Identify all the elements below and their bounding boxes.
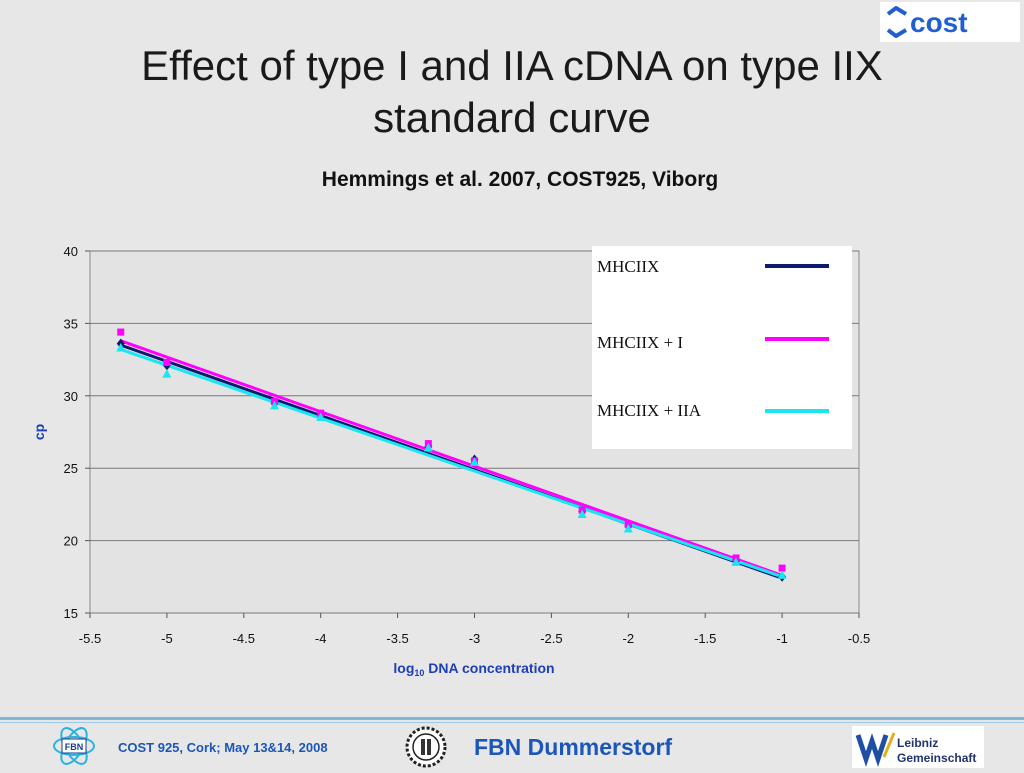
leibniz-logo [852, 726, 984, 768]
data-point [777, 570, 787, 579]
legend-box [592, 246, 852, 449]
trend-line-2 [120, 348, 783, 579]
data-point [470, 457, 479, 466]
x-axis-label-rest: DNA concentration [424, 660, 554, 676]
footer-institute: FBN Dummerstorf [474, 734, 673, 760]
y-tick-label: 30 [64, 389, 78, 404]
standard-curve-chart: -5.5 -5 -4.5 -4 -3.5 -3 -2.5 -2 -1.5 -1 -0.5 15 20 2… [31, 244, 870, 678]
legend-label-mhciix-iia: MHCIIX + IIA [597, 401, 702, 420]
x-axis-label-sub: 10 [414, 668, 424, 678]
x-tick-label: -0.5 [848, 631, 870, 646]
y-axis-ticks: 15 20 25 30 35 40 [64, 244, 90, 621]
trend-line-1 [120, 339, 783, 577]
footer-conference: COST 925, Cork; May 13&14, 2008 [118, 740, 328, 755]
legend-label-mhciix-i: MHCIIX + I [597, 333, 683, 352]
data-point [423, 442, 433, 452]
data-point [116, 343, 126, 352]
y-axis-label: cp [31, 424, 47, 440]
x-tick-label: -2 [623, 631, 635, 646]
x-axis-label: log10 DNA concentration [393, 660, 554, 678]
data-point [577, 509, 587, 519]
y-tick-label: 15 [64, 606, 78, 621]
x-axis-ticks: -5.5 -5 -4.5 -4 -3.5 -3 -2.5 -2 -1.5 -1 -0.5 [79, 613, 870, 646]
data-point [270, 400, 280, 410]
data-point [316, 412, 326, 422]
data-point [778, 564, 786, 572]
leibniz-line2: Gemeinschaft [897, 751, 977, 765]
x-tick-label: -1 [776, 631, 788, 646]
legend: MHCIIX MHCIIX + I MHCIIX + IIA [592, 246, 852, 449]
footer-divider-thin [0, 722, 1024, 723]
y-tick-label: 35 [64, 316, 78, 331]
fbn-seal-logo [404, 726, 448, 768]
data-point [731, 557, 741, 566]
x-tick-label: -3.5 [386, 631, 408, 646]
fbn-badge-logo: FBN [52, 726, 96, 766]
x-tick-label: -5.5 [79, 631, 101, 646]
leibniz-text: Leibniz Gemeinschaft [897, 736, 976, 766]
x-tick-label: -5 [161, 631, 173, 646]
x-axis-label-main: log [393, 660, 414, 676]
slide-title: Effect of type I and IIA cDNA on type II… [141, 42, 883, 141]
leibniz-line1: Leibniz [897, 736, 939, 750]
data-points [116, 328, 787, 582]
data-point [117, 328, 125, 336]
x-tick-label: -4.5 [233, 631, 255, 646]
data-point [623, 524, 633, 533]
x-tick-label: -1.5 [694, 631, 716, 646]
legend-label-mhciix: MHCIIX [597, 257, 659, 276]
y-tick-label: 25 [64, 461, 78, 476]
trend-lines [120, 339, 783, 580]
y-tick-label: 40 [64, 244, 78, 259]
footer-divider [0, 717, 1024, 720]
fbn-badge-text: FBN [65, 742, 84, 752]
x-tick-label: -3 [469, 631, 481, 646]
x-tick-label: -2.5 [540, 631, 562, 646]
data-point [163, 358, 171, 366]
cost-logo-text: cost [910, 7, 968, 38]
x-tick-label: -4 [315, 631, 327, 646]
data-point [162, 369, 172, 378]
y-tick-label: 20 [64, 534, 78, 549]
slide-subtitle: Hemmings et al. 2007, COST925, Viborg [321, 168, 719, 191]
cost-logo: cost [880, 2, 1020, 42]
